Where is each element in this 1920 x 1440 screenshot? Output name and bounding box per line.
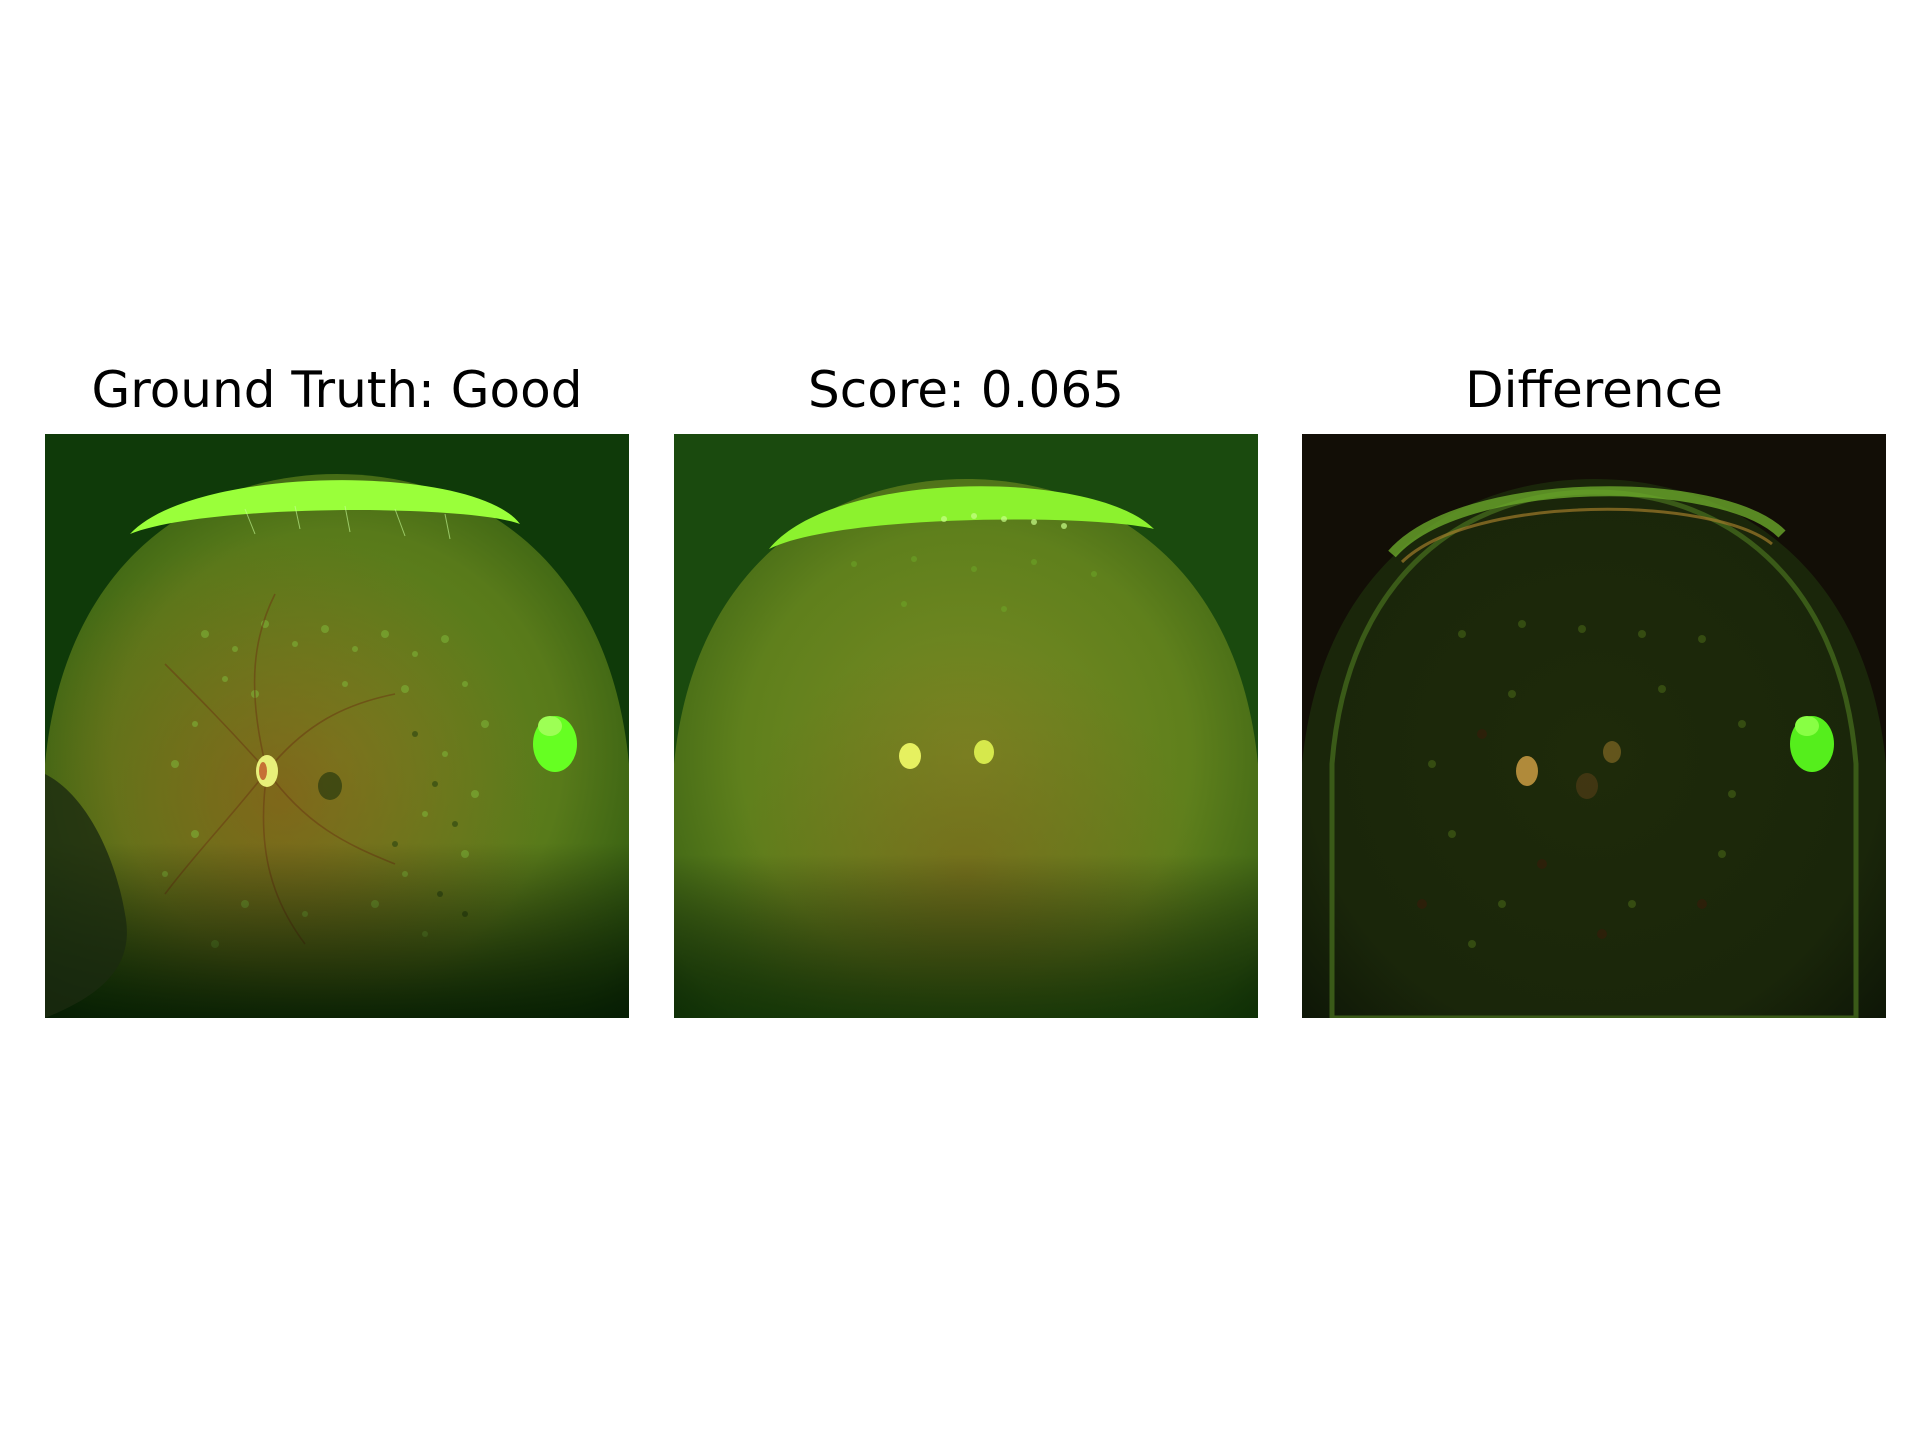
eyelash-band: [130, 480, 520, 534]
ground-truth-retina-image: [45, 434, 629, 1018]
optic-disc-difference: [1516, 756, 1538, 786]
eyelash-band: [769, 486, 1154, 549]
difference-map-image: [1302, 434, 1886, 1018]
panel-title-score: Score: 0.065: [808, 361, 1124, 419]
generated-retina-image: [674, 434, 1258, 1018]
panel-title-ground-truth: Ground Truth: Good: [91, 361, 583, 419]
eyelash-band-difference: [1388, 486, 1786, 558]
panel-title-difference: Difference: [1465, 361, 1723, 419]
